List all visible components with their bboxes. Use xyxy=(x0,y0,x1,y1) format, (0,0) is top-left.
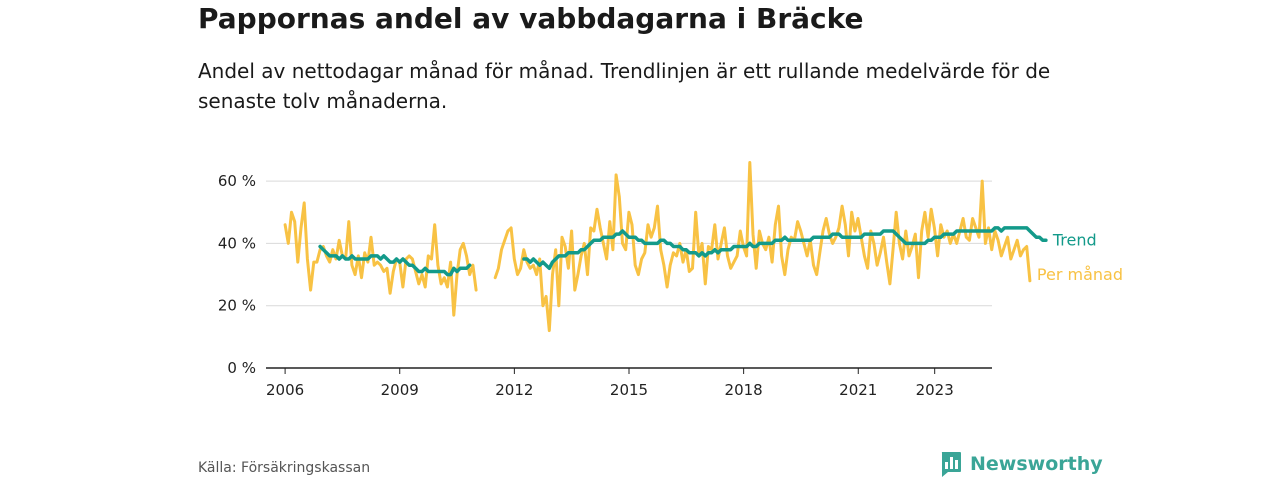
x-tick-label: 2018 xyxy=(725,381,763,399)
x-tick-label: 2021 xyxy=(839,381,877,399)
trend-label: Trend xyxy=(1052,230,1097,249)
x-tick-label: 2006 xyxy=(266,381,304,399)
y-tick-label: 0 % xyxy=(227,359,256,377)
x-tick-label: 2015 xyxy=(610,381,648,399)
chart-subtitle: Andel av nettodagar månad för månad. Tre… xyxy=(198,59,1051,113)
monthly-line xyxy=(283,201,478,317)
x-tick-label: 2009 xyxy=(381,381,419,399)
y-tick-label: 60 % xyxy=(218,172,256,190)
y-tick-label: 20 % xyxy=(218,297,256,315)
trend-line xyxy=(522,226,1048,271)
newsworthy-brand[interactable]: Newsworthy xyxy=(940,451,1103,477)
newsworthy-logo-icon xyxy=(941,452,961,477)
trend-line xyxy=(318,244,472,277)
source-note: Källa: Försäkringskassan xyxy=(198,460,371,476)
y-tick-label: 40 % xyxy=(218,234,256,252)
x-tick-label: 2012 xyxy=(495,381,533,399)
x-tick-label: 2023 xyxy=(916,381,954,399)
monthly-label: Per månad xyxy=(1037,265,1123,284)
chart-title: Pappornas andel av vabbdagarna i Bräcke xyxy=(198,2,864,35)
newsworthy-brand-label: Newsworthy xyxy=(970,453,1103,475)
